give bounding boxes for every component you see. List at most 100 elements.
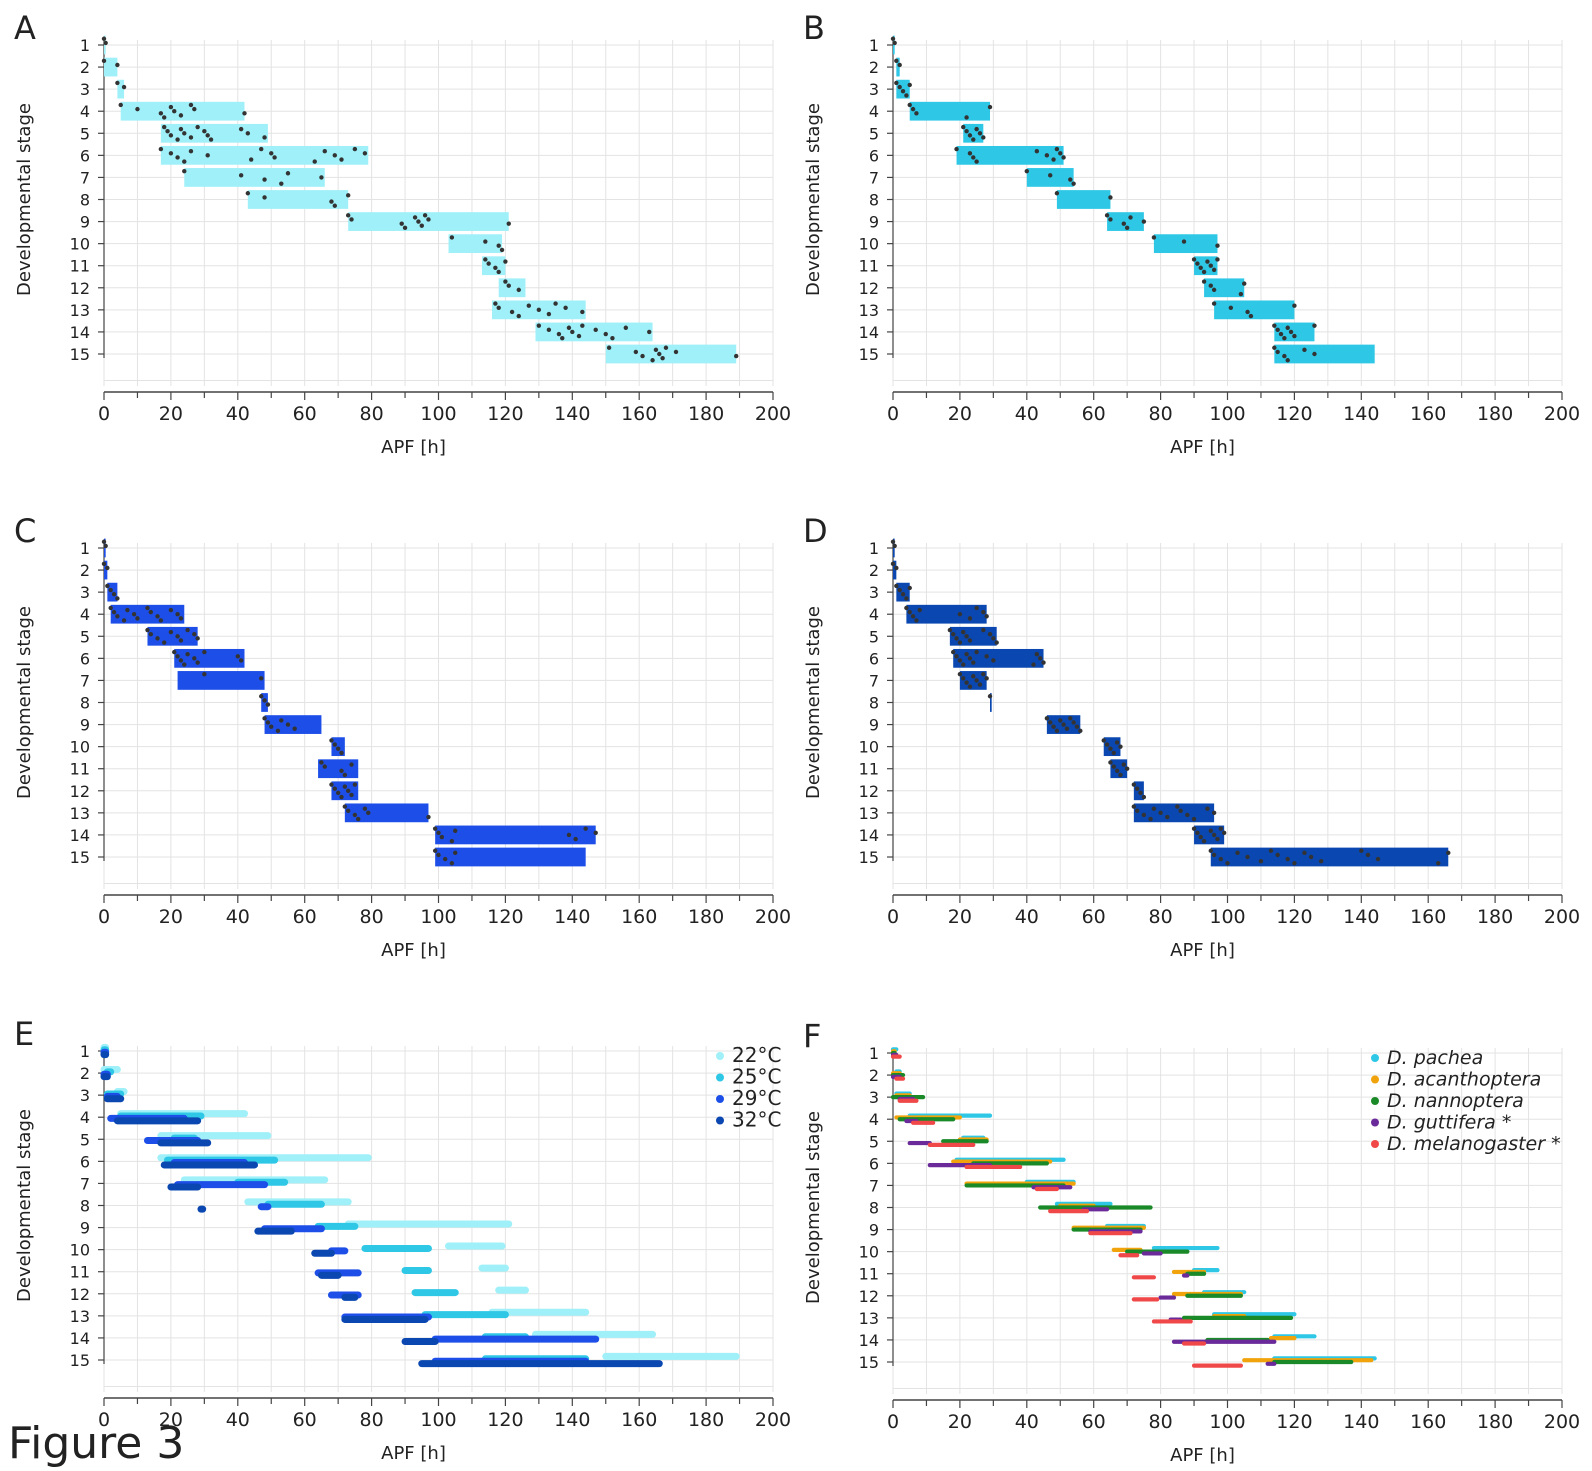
observation-point xyxy=(1151,235,1157,240)
observation-point xyxy=(103,543,108,549)
observation-point xyxy=(1134,808,1140,813)
figure-caption: Figure 3 xyxy=(8,1418,185,1469)
x-tick-label: 160 xyxy=(1410,1411,1446,1433)
observation-point xyxy=(971,674,976,679)
x-tick-label: 100 xyxy=(420,906,456,928)
stage-bar xyxy=(893,560,897,580)
x-tick-label: 160 xyxy=(621,403,657,425)
y-tick-label: 1 xyxy=(869,36,879,55)
observation-point xyxy=(987,694,993,699)
legend-label: D. nannoptera xyxy=(1387,1090,1524,1112)
observation-point xyxy=(1108,746,1113,751)
observation-point xyxy=(1211,810,1217,816)
observation-point xyxy=(339,157,344,162)
observation-point xyxy=(155,614,160,619)
observation-point xyxy=(496,269,501,275)
y-tick-label: 3 xyxy=(869,583,879,602)
observation-point xyxy=(449,861,455,866)
x-tick-label: 200 xyxy=(755,403,791,425)
observation-point xyxy=(974,649,979,655)
x-tick-label: 0 xyxy=(887,1411,899,1433)
x-tick-label: 60 xyxy=(1082,1411,1106,1433)
stage-bar xyxy=(448,234,503,254)
y-tick-label: 11 xyxy=(70,760,90,779)
observation-point xyxy=(496,243,501,248)
stage-bar xyxy=(104,538,106,558)
y-tick-label: 4 xyxy=(80,605,90,624)
stage-bar xyxy=(906,604,987,624)
observation-point xyxy=(352,146,358,152)
observation-point xyxy=(1178,808,1183,813)
observation-point xyxy=(1134,786,1140,791)
observation-point xyxy=(195,124,200,130)
y-tick-label: 3 xyxy=(80,583,90,602)
observation-point xyxy=(1436,861,1441,866)
observation-point xyxy=(971,660,976,665)
observation-point xyxy=(987,632,993,637)
observation-point xyxy=(285,722,291,727)
y-tick-label: 9 xyxy=(80,213,90,232)
observation-point xyxy=(362,151,368,156)
series-32-c xyxy=(100,1051,663,1368)
observation-point xyxy=(957,640,963,645)
observation-point xyxy=(292,726,297,731)
x-axis-title: APF [h] xyxy=(381,1443,446,1464)
observation-point xyxy=(1245,854,1250,860)
y-tick-label: 6 xyxy=(869,1154,879,1173)
observation-point xyxy=(165,129,170,134)
observation-point xyxy=(1278,331,1284,337)
y-tick-label: 8 xyxy=(869,694,879,713)
observation-point xyxy=(175,137,180,142)
observation-point xyxy=(1061,722,1066,727)
observation-point xyxy=(961,124,966,130)
y-tick-label: 7 xyxy=(80,671,90,690)
legend-label: D. pachea xyxy=(1387,1047,1483,1069)
y-tick-label: 3 xyxy=(80,80,90,99)
observation-point xyxy=(172,649,177,655)
observation-point xyxy=(1024,168,1030,174)
observation-point xyxy=(1191,826,1197,831)
x-tick-label: 120 xyxy=(487,1409,523,1431)
y-tick-label: 12 xyxy=(859,1287,879,1306)
observation-point xyxy=(1141,219,1147,224)
observation-point xyxy=(1318,858,1324,864)
panel-label: B xyxy=(803,9,825,47)
observation-point xyxy=(1208,283,1213,288)
observation-point xyxy=(560,335,565,341)
observation-point xyxy=(1121,762,1127,767)
observation-point xyxy=(101,36,107,41)
observation-point xyxy=(202,649,207,655)
observation-point xyxy=(647,329,652,335)
y-tick-label: 10 xyxy=(70,1241,90,1260)
y-tick-label: 1 xyxy=(80,539,90,558)
y-tick-label: 12 xyxy=(859,782,879,801)
stage-bar xyxy=(247,190,349,209)
y-tick-label: 14 xyxy=(859,1331,879,1350)
legend-swatch xyxy=(716,1116,724,1125)
observation-point xyxy=(897,84,902,90)
observation-point xyxy=(1235,850,1240,856)
observation-point xyxy=(158,111,164,116)
observation-point xyxy=(1181,239,1187,244)
x-tick-label: 80 xyxy=(1149,403,1173,425)
x-tick-label: 180 xyxy=(1477,1411,1513,1433)
observation-point xyxy=(1285,325,1290,330)
observation-point xyxy=(1034,148,1040,154)
y-tick-label: 7 xyxy=(869,671,879,690)
observation-point xyxy=(536,307,542,313)
observation-point xyxy=(1051,157,1056,162)
x-tick-label: 120 xyxy=(487,403,523,425)
stage-bar xyxy=(117,79,125,99)
observation-point xyxy=(1118,772,1123,778)
stage-bar xyxy=(107,582,118,602)
observation-point xyxy=(1191,257,1197,262)
observation-point xyxy=(961,662,966,667)
observation-point xyxy=(1211,287,1217,293)
observation-point xyxy=(907,102,912,108)
observation-point xyxy=(1121,221,1127,226)
legend-swatch xyxy=(1371,1140,1379,1148)
observation-point xyxy=(964,129,969,134)
y-tick-label: 11 xyxy=(70,1263,90,1282)
